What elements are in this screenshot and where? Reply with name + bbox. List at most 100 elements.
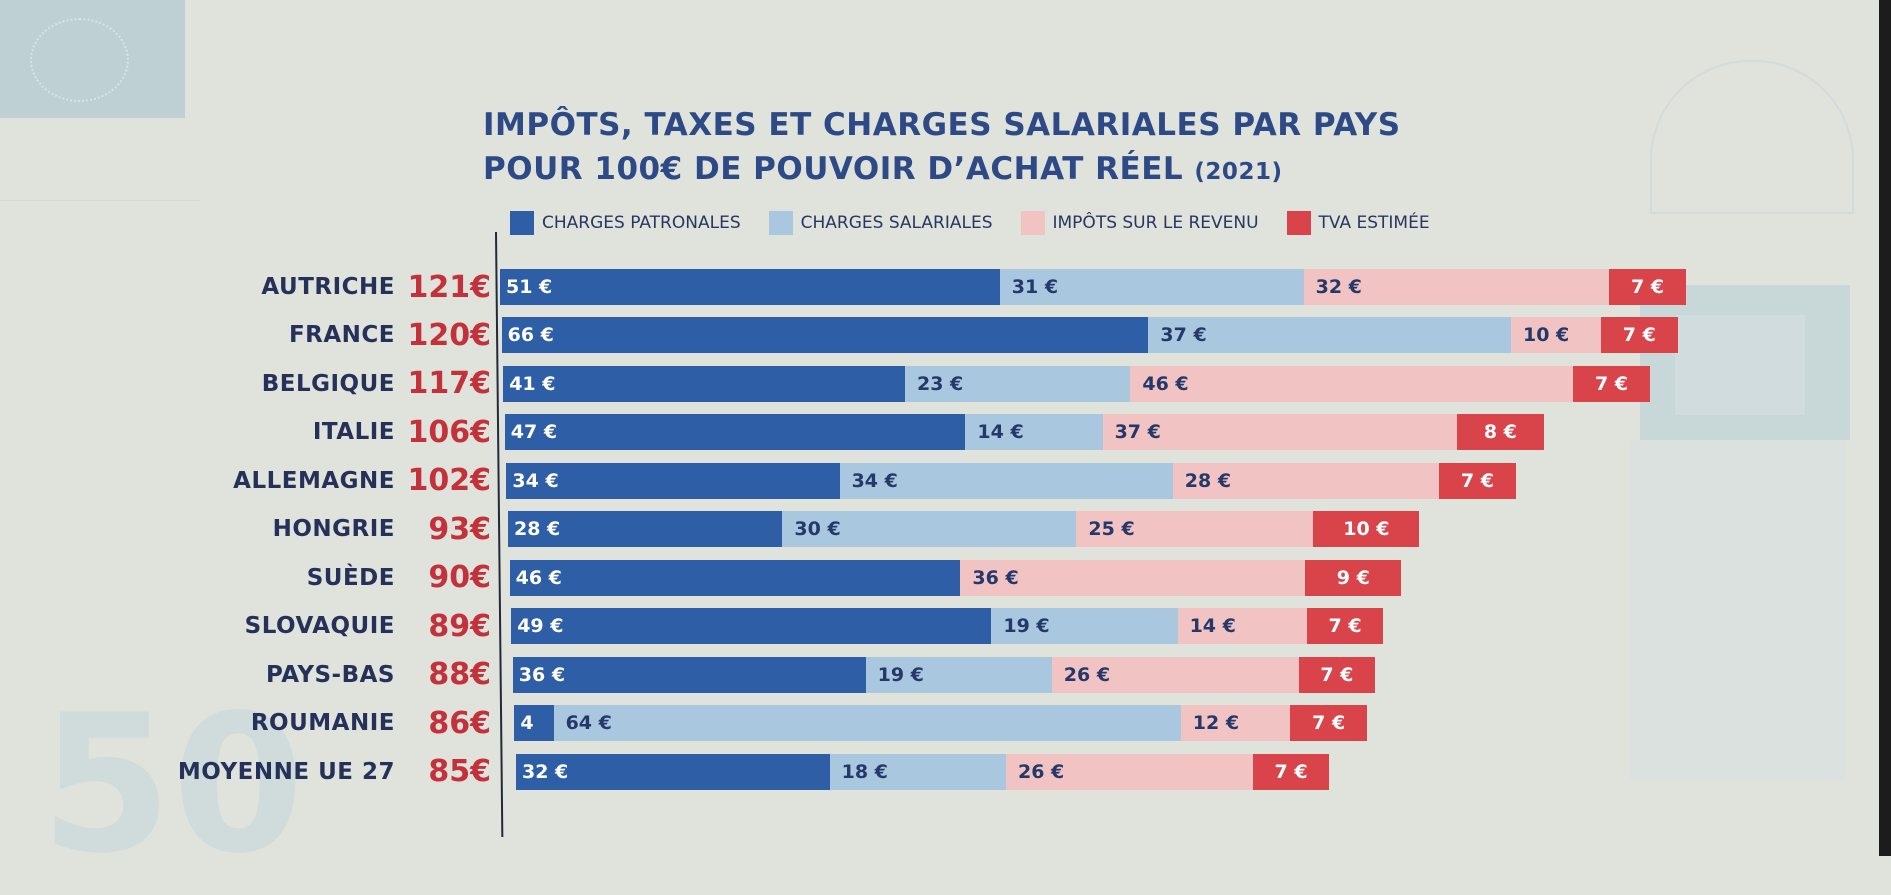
bar-segment-tva: 10 €	[1313, 511, 1420, 548]
bar-segment-pat: 47 €	[504, 414, 966, 451]
screen-edge	[1879, 0, 1891, 856]
signature-background	[0, 140, 200, 201]
data-label: 32 €	[1315, 276, 1362, 298]
total-label: 86€	[428, 705, 491, 741]
bar-segment-pat: 49 €	[511, 608, 992, 645]
bar-segment-sal: 31 €	[999, 269, 1304, 305]
data-label: 26 €	[1063, 663, 1111, 686]
title-line-2: POUR 100€ DE POUVOIR D’ACHAT RÉEL (2021)	[483, 147, 1401, 194]
bar-segment-pat: 46 €	[509, 559, 961, 596]
bar-roumanie: 4 64 € 12 € 7 €	[514, 705, 1367, 742]
legend-label-imp: IMPÔTS SUR LE REVENU	[1052, 213, 1259, 233]
data-label: 14 €	[977, 421, 1024, 444]
bar-segment-pat: 4	[514, 705, 554, 742]
subtitle: POUR 100€ DE POUVOIR D’ACHAT RÉEL	[483, 151, 1184, 187]
legend-item-imp: IMPÔTS SUR LE REVENU	[1020, 211, 1259, 235]
bar-segment-imp: 32 €	[1303, 269, 1618, 305]
bar-segment-imp: 46 €	[1130, 365, 1582, 402]
data-label: 36 €	[518, 663, 566, 686]
total-label: 102€	[407, 463, 492, 499]
legend-swatch-sal	[768, 211, 793, 235]
bar-allemagne: 34 € 34 € 28 € 7 €	[506, 462, 1516, 499]
country-label: FRANCE	[288, 322, 395, 349]
total-label: 85€	[428, 754, 491, 789]
total-label: 93€	[428, 511, 491, 547]
legend-label-pat: CHARGES PATRONALES	[542, 213, 741, 233]
data-label: 30 €	[794, 518, 841, 541]
total-label: 121€	[407, 269, 492, 305]
row-label: FRANCE 120€	[288, 317, 492, 353]
data-label: 19 €	[1003, 615, 1050, 638]
eu-flag-background	[0, 0, 185, 118]
country-label: ROUMANIE	[250, 710, 395, 737]
data-label: 8 €	[1483, 421, 1517, 444]
bar-segment-sal: 18 €	[829, 753, 1006, 790]
eu-stars-icon	[30, 18, 129, 102]
bar-segment-sal: 30 €	[782, 511, 1077, 548]
data-label: 4	[520, 712, 534, 735]
bar-belgique: 41 € 23 € 46 € 7 €	[503, 365, 1650, 402]
bar-segment-pat: 34 €	[506, 462, 840, 499]
bar-pays-bas: 36 € 19 € 26 € 7 €	[512, 656, 1376, 693]
legend-swatch-imp	[1020, 211, 1045, 235]
row-label: AUTRICHE 121€	[261, 269, 492, 305]
total-label: 90€	[428, 560, 491, 596]
title-line-1: IMPÔTS, TAXES ET CHARGES SALARIALES PAR …	[483, 107, 1401, 143]
data-label: 32 €	[522, 760, 569, 783]
bar-segment-pat: 32 €	[516, 753, 830, 790]
arch-decoration	[1650, 60, 1854, 214]
data-label: 28 €	[514, 518, 561, 541]
data-label: 14 €	[1189, 615, 1236, 638]
banknote-architecture-background	[1630, 60, 1860, 840]
bar-hongrie: 28 € 30 € 25 € 10 €	[508, 511, 1420, 548]
data-label: 66 €	[507, 324, 554, 347]
data-label: 12 €	[1192, 712, 1240, 735]
data-label: 34 €	[851, 469, 898, 492]
bar-segment-tva: 7 €	[1290, 705, 1367, 742]
data-label: 7 €	[1630, 276, 1665, 298]
data-label: 7 €	[1274, 760, 1308, 783]
bar-segment-tva: 9 €	[1305, 559, 1402, 596]
row-label: ROUMANIE 86€	[250, 705, 491, 741]
total-label: 106€	[407, 414, 492, 450]
row-label: PAYS-BAS 88€	[266, 657, 491, 693]
bar-segment-tva: 7 €	[1439, 462, 1516, 499]
bar-segment-sal: 14 €	[965, 414, 1103, 451]
data-label: 41 €	[509, 372, 556, 395]
bar-segment-tva: 7 €	[1573, 365, 1650, 402]
data-label: 10 €	[1522, 324, 1570, 347]
bar-segment-sal: 19 €	[991, 608, 1178, 645]
bar-segment-imp: 14 €	[1177, 608, 1315, 645]
country-label: AUTRICHE	[261, 274, 395, 300]
year-label: (2021)	[1194, 159, 1283, 185]
total-label: 117€	[407, 366, 492, 402]
data-label: 26 €	[1017, 760, 1065, 783]
total-label: 88€	[428, 657, 491, 693]
row-label: HONGRIE 93€	[272, 511, 491, 547]
bar-italie: 47 € 14 € 37 € 8 €	[504, 414, 1544, 451]
data-label: 7 €	[1594, 372, 1628, 395]
data-label: 10 €	[1343, 518, 1390, 541]
total-label: 120€	[407, 317, 492, 353]
data-label: 64 €	[565, 712, 612, 735]
row-label: ALLEMAGNE 102€	[233, 463, 492, 499]
bar-segment-imp: 37 €	[1102, 414, 1466, 451]
data-label: 19 €	[877, 663, 924, 686]
bar-segment-pat: 36 €	[512, 656, 866, 693]
bar-segment-sal: 37 €	[1148, 317, 1511, 354]
data-label: 25 €	[1088, 518, 1135, 541]
row-label: MOYENNE UE 27 85€	[178, 754, 491, 789]
data-label: 37 €	[1160, 324, 1207, 347]
bar-segment-sal: 19 €	[865, 656, 1052, 693]
bar-segment-tva: 7 €	[1298, 656, 1376, 693]
total-label: 89€	[428, 608, 491, 644]
bar-segment-imp: 36 €	[960, 559, 1314, 596]
bar-segment-tva: 7 €	[1609, 269, 1686, 305]
bar-segment-tva: 8 €	[1457, 414, 1544, 451]
data-label: 46 €	[1142, 372, 1189, 395]
data-label: 51 €	[506, 276, 553, 298]
bar-moyenne-ue-27: 32 € 18 € 26 € 7 €	[516, 753, 1330, 790]
country-label: ITALIE	[312, 419, 395, 446]
data-label: 7 €	[1312, 712, 1346, 735]
country-label: HONGRIE	[272, 516, 395, 543]
